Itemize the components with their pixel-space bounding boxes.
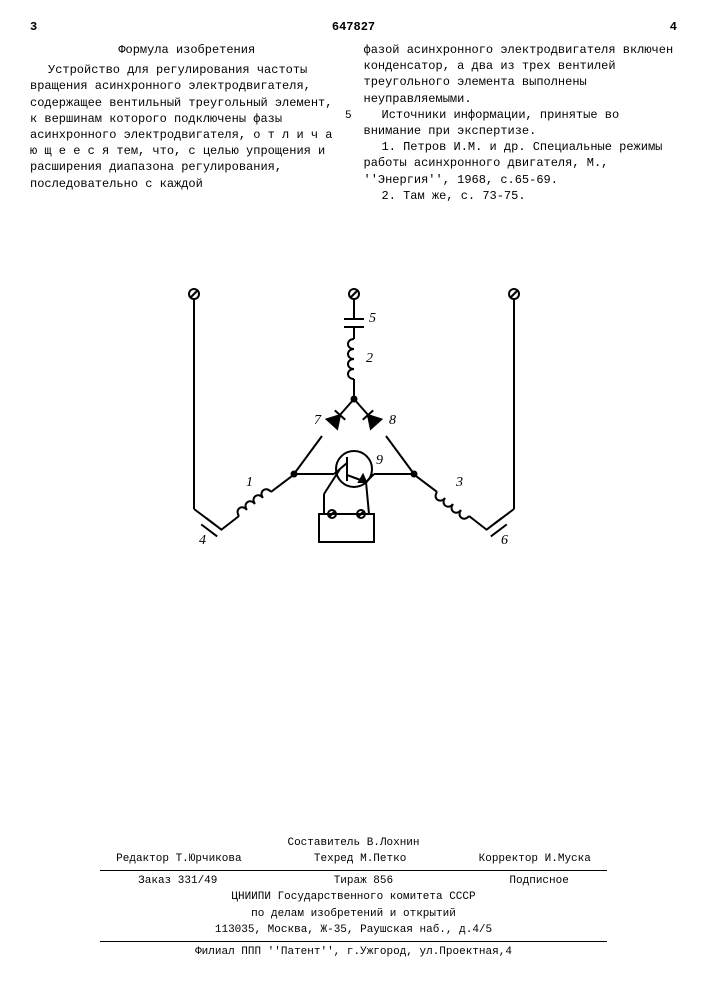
claim-title: Формула изобретения [30, 42, 344, 58]
page-right: 4 [670, 20, 677, 34]
reference-2: 2. Там же, с. 73-75. [364, 188, 678, 204]
label-6: 6 [501, 533, 508, 548]
claim-body: Устройство для регулирования частоты вра… [30, 62, 344, 192]
address: 113035, Москва, Ж-35, Раушская наб., д.4… [0, 922, 707, 939]
doc-number: 647827 [332, 20, 375, 34]
branch: Филиал ППП ''Патент'', г.Ужгород, ул.Про… [0, 944, 707, 961]
right-column: фазой асинхронного электродвигателя вклю… [364, 42, 678, 204]
corrector: Корректор И.Муска [479, 851, 591, 868]
footer-block: Составитель В.Лохнин Редактор Т.Юрчикова… [0, 835, 707, 961]
label-4: 4 [199, 533, 206, 548]
header-row: 3 647827 4 [30, 20, 677, 34]
label-1: 1 [246, 475, 253, 490]
org-line-2: по делам изобретений и открытий [0, 906, 707, 923]
org-line-1: ЦНИИПИ Государственного комитета СССР [0, 889, 707, 906]
sources-title: Источники информации, принятые во вниман… [364, 107, 678, 139]
reference-1: 1. Петров И.М. и др. Специальные режимы … [364, 139, 678, 188]
label-2: 2 [366, 351, 373, 366]
signed: Подписное [509, 873, 568, 890]
claim-continuation: фазой асинхронного электродвигателя вклю… [364, 42, 678, 107]
label-5: 5 [369, 311, 376, 326]
label-7: 7 [314, 413, 322, 428]
compiler-line: Составитель В.Лохнин [0, 835, 707, 852]
editor: Редактор Т.Юрчикова [116, 851, 241, 868]
divider [100, 870, 607, 871]
label-9: 9 [376, 453, 383, 468]
text-columns: Формула изобретения Устройство для регул… [30, 42, 677, 204]
left-column: Формула изобретения Устройство для регул… [30, 42, 344, 204]
page-container: 3 647827 4 Формула изобретения Устройств… [0, 0, 707, 624]
label-8: 8 [389, 413, 396, 428]
order-row: Заказ 331/49 Тираж 856 Подписное [0, 873, 707, 890]
tirazh: Тираж 856 [334, 873, 393, 890]
credits-row: Редактор Т.Юрчикова Техред М.Петко Корре… [0, 851, 707, 868]
label-3: 3 [455, 475, 463, 490]
techred: Техред М.Петко [314, 851, 406, 868]
divider-2 [100, 941, 607, 942]
order: Заказ 331/49 [138, 873, 217, 890]
line-number-marker: 5 [345, 110, 352, 122]
circuit-diagram: 1 2 3 4 5 6 7 8 9 [144, 264, 564, 604]
page-left: 3 [30, 20, 37, 34]
